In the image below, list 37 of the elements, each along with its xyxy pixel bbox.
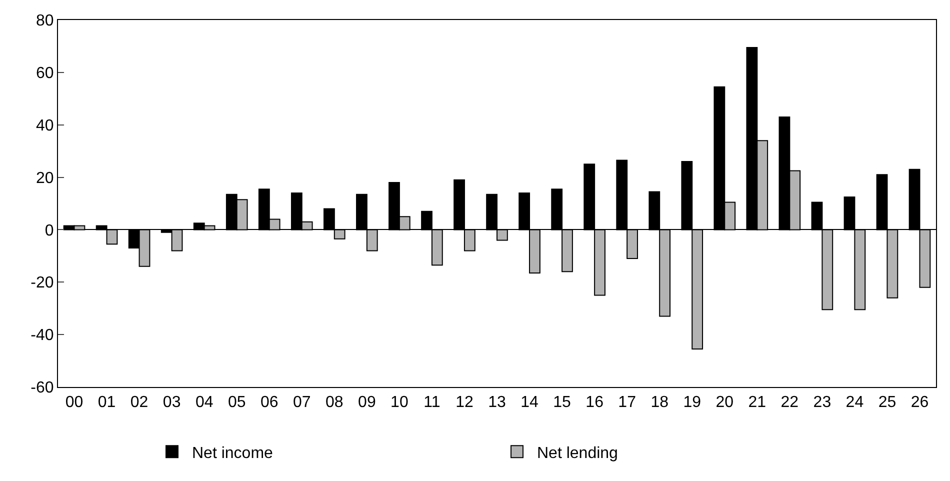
- y-tick-label: -20: [30, 274, 54, 292]
- y-tick-label: 20: [36, 170, 54, 187]
- x-tick-label: 18: [650, 394, 669, 412]
- legend-label: Net lending: [537, 444, 618, 462]
- x-tick-label: 11: [424, 394, 440, 412]
- x-tick-label: 04: [195, 394, 214, 412]
- x-tick-label: 25: [878, 394, 896, 412]
- x-tick-label: 19: [683, 394, 702, 412]
- x-tick-label: 14: [520, 394, 539, 412]
- y-tick-label: 60: [36, 65, 54, 82]
- x-tick-label: 05: [228, 394, 246, 412]
- x-tick-label: 13: [488, 394, 506, 412]
- legend-label: Net income: [192, 444, 274, 462]
- y-tick-label: -40: [30, 327, 54, 344]
- x-tick-label: 03: [162, 394, 181, 412]
- x-tick-label: 10: [390, 394, 408, 412]
- x-tick-label: 09: [358, 394, 376, 412]
- x-tick-label: 15: [553, 394, 572, 412]
- x-tick-label: 16: [586, 394, 604, 412]
- x-tick-label: 02: [130, 394, 148, 412]
- x-tick-label: 21: [748, 394, 766, 412]
- x-tick-label: 07: [292, 394, 311, 412]
- x-tick-label: 22: [780, 394, 799, 412]
- x-tick-label: 17: [618, 394, 636, 412]
- x-tick-label: 12: [456, 394, 474, 412]
- x-tick-label: 01: [98, 394, 116, 412]
- x-tick-label: 26: [910, 394, 929, 412]
- y-tick-label: 80: [36, 12, 54, 30]
- x-tick-label: 23: [813, 394, 832, 412]
- x-tick-label: 06: [260, 394, 278, 412]
- x-tick-label: 24: [846, 394, 864, 412]
- y-tick-label: -60: [30, 380, 54, 397]
- y-tick-label: 0: [44, 222, 54, 240]
- x-tick-label: 08: [326, 394, 344, 412]
- x-tick-label: 00: [65, 394, 84, 412]
- x-tick-label: 20: [716, 394, 734, 412]
- y-tick-label: 40: [36, 117, 54, 134]
